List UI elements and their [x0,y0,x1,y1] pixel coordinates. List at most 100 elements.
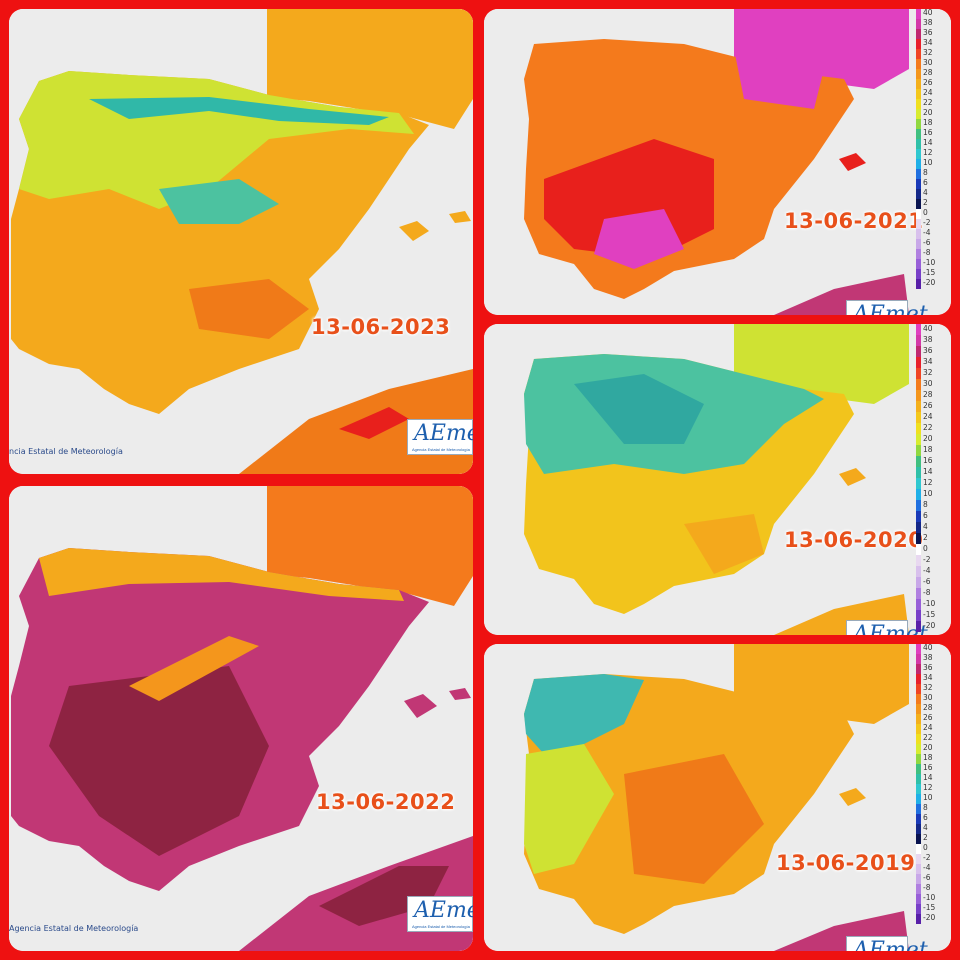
scale-label: -2 [923,555,931,564]
scale-step: 0 [916,544,942,555]
scale-label: 18 [923,118,933,127]
scale-label: 4 [923,522,928,531]
scale-label: 40 [923,644,933,652]
scale-label: 10 [923,793,933,802]
scale-label: -6 [923,873,931,882]
scale-swatch [916,814,921,824]
scale-swatch [916,412,921,423]
scale-step: 36 [916,663,942,674]
scale-label: -4 [923,566,931,575]
scale-swatch [916,844,921,854]
africa-hot-spot [339,407,409,439]
scale-swatch [916,644,921,654]
scale-label: 14 [923,773,933,782]
temperature-scale: 40 38 36 34 32 30 28 26 24 22 20 18 16 14 12 10 8 6 4 2 0 -2-… [916,324,942,632]
scale-swatch [916,754,921,764]
scale-swatch [916,39,921,49]
scale-swatch [916,599,921,610]
scale-label: 36 [923,28,933,37]
scale-swatch [916,390,921,401]
africa-hot-core [319,866,449,926]
scale-label: 4 [923,823,928,832]
scale-swatch [916,522,921,533]
scale-label: 30 [923,379,933,388]
scale-step: -15 [916,268,942,279]
scale-step: 14 [916,467,942,478]
scale-label: -10 [923,599,936,608]
scale-step: 6 [916,813,942,824]
scale-swatch [916,894,921,904]
france-land [267,9,473,129]
scale-label: 16 [923,128,933,137]
southeast-warm [684,514,764,574]
scale-label: -15 [923,610,936,619]
temperature-map-2022 [9,486,473,951]
scale-label: 32 [923,683,933,692]
scale-step: 8 [916,168,942,179]
scale-label: 40 [923,324,933,333]
scale-step: -6 [916,238,942,249]
plateau-cool-core [574,374,704,444]
temperature-map-2019 [484,644,951,951]
scale-step: 28 [916,68,942,79]
scale-swatch [916,199,921,209]
scale-swatch [916,734,921,744]
scale-swatch [916,588,921,599]
scale-swatch [916,249,921,259]
scale-label: 38 [923,653,933,662]
scale-swatch [916,511,921,522]
scale-swatch [916,884,921,894]
scale-swatch [916,368,921,379]
scale-label: -8 [923,883,931,892]
scale-label: 6 [923,813,928,822]
scale-step: 6 [916,511,942,522]
scale-step: 10 [916,158,942,169]
scale-step: 38 [916,653,942,664]
scale-swatch [916,533,921,544]
scale-step: 24 [916,88,942,99]
scale-step: -20 [916,278,942,289]
scale-swatch [916,794,921,804]
scale-label: 8 [923,500,928,509]
scale-swatch [916,654,921,664]
ebro-valley-hot [734,49,824,109]
france-land [267,486,473,606]
scale-swatch [916,129,921,139]
central-warm-area [624,754,764,884]
temperature-map-2021 [484,9,951,315]
scale-step: 38 [916,18,942,29]
logo-text: AEmet [414,421,473,446]
credit-text: Agencia Estatal de Meteorología [9,924,139,933]
scale-step: -8 [916,883,942,894]
scale-label: 32 [923,48,933,57]
scale-step: 22 [916,423,942,434]
scale-swatch [916,724,921,734]
temperature-scale: 40 38 36 34 32 30 28 26 24 22 20 18 16 14 12 10 8 6 4 2 0 -2-… [916,9,942,289]
scale-step: 4 [916,522,942,533]
scale-step: -8 [916,588,942,599]
scale-swatch [916,346,921,357]
logo-text: AEmet [853,302,928,315]
scale-step: 20 [916,743,942,754]
scale-swatch [916,764,921,774]
scale-swatch [916,279,921,289]
scale-swatch [916,139,921,149]
scale-step: 30 [916,693,942,704]
scale-swatch [916,674,921,684]
scale-step: 2 [916,198,942,209]
scale-label: 38 [923,18,933,27]
scale-step: -20 [916,621,942,632]
central-mountain-band [129,636,259,701]
temperature-scale: 40 38 36 34 32 30 28 26 24 22 20 18 16 14 12 10 8 6 4 2 0 -2-… [916,644,942,924]
scale-label: 14 [923,138,933,147]
scale-step: 0 [916,208,942,219]
aemet-logo: AEmetAgencia Estatal de Meteorología [407,896,473,932]
balearic-islands [404,694,437,718]
scale-label: -8 [923,588,931,597]
scale-label: -4 [923,228,931,237]
scale-swatch [916,9,921,19]
scale-swatch [916,149,921,159]
scale-step: -2 [916,218,942,229]
scale-step: 8 [916,500,942,511]
scale-swatch [916,29,921,39]
